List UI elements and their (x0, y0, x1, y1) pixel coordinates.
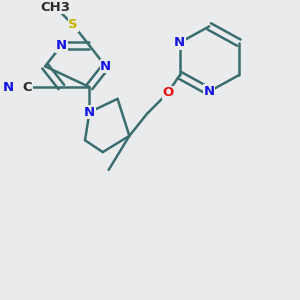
Text: N: N (2, 80, 14, 94)
Text: N: N (174, 36, 185, 49)
Text: N: N (56, 39, 67, 52)
Text: N: N (84, 106, 95, 119)
Text: N: N (100, 60, 111, 73)
Text: C: C (22, 80, 32, 94)
Text: O: O (162, 86, 173, 99)
Text: N: N (204, 85, 215, 98)
Text: S: S (68, 18, 78, 32)
Text: CH3: CH3 (40, 1, 70, 13)
